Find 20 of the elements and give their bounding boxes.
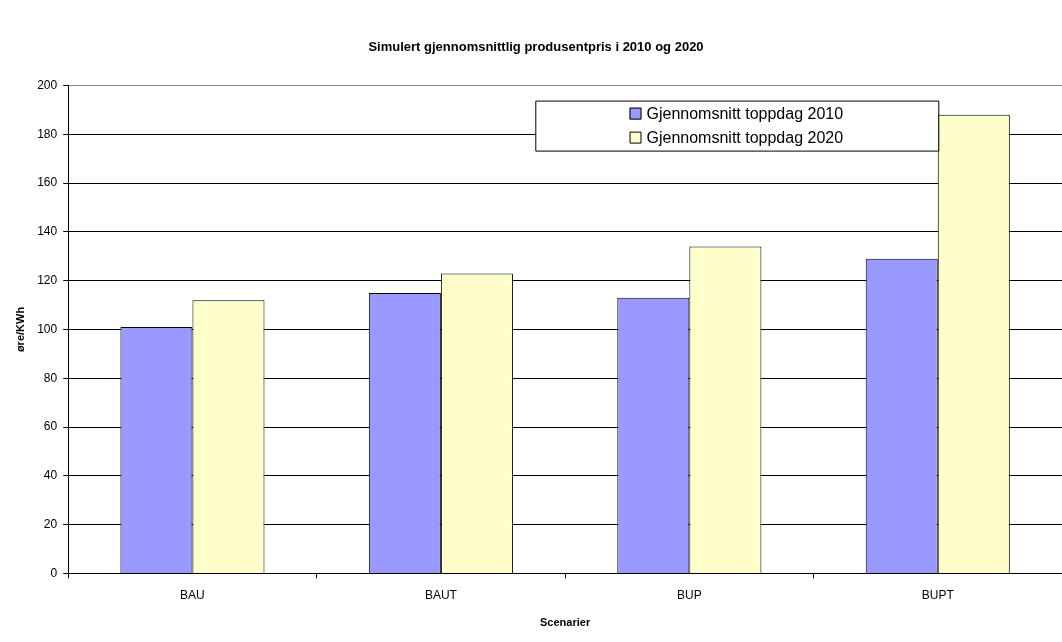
y-tick-label: 100 xyxy=(37,321,58,336)
x-axis-title: Scenarier xyxy=(540,616,591,629)
y-tick-label: 40 xyxy=(43,468,58,483)
legend-label: Gjennomsnitt toppdag 2010 xyxy=(646,105,844,123)
y-tick-label: 160 xyxy=(37,175,58,190)
y-tick-label: 20 xyxy=(43,516,58,531)
x-tick-label: BAUT xyxy=(424,587,458,602)
y-axis-title: øre/KWh xyxy=(13,306,26,353)
x-tick-label: BAU xyxy=(180,587,205,602)
y-tick-label: 200 xyxy=(37,77,58,92)
legend-label: Gjennomsnitt toppdag 2020 xyxy=(646,129,844,147)
y-tick-label: 180 xyxy=(37,126,58,141)
chart-title: Simulert gjennomsnittlig produsentpris i 2010 og 2020 xyxy=(368,39,704,55)
y-tick-label: 140 xyxy=(37,224,58,239)
y-tick-label: 120 xyxy=(37,273,58,288)
y-tick-label: 0 xyxy=(50,565,58,580)
x-tick-label: BUPT xyxy=(921,587,955,602)
x-tick-label: BUP xyxy=(676,587,702,602)
y-tick-label: 60 xyxy=(43,419,58,434)
y-tick-label: 80 xyxy=(43,370,58,385)
